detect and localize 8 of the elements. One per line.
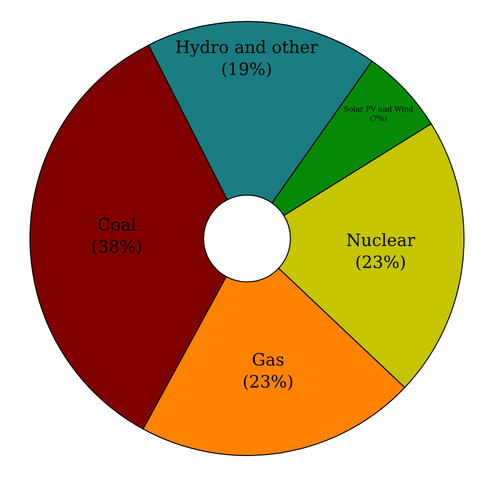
slice-label: Hydro and other bbox=[175, 38, 319, 58]
data-label: (23%) bbox=[242, 372, 294, 393]
data-label: (38%) bbox=[91, 238, 142, 258]
slice-label: Coal bbox=[97, 216, 136, 236]
data-label: (19%) bbox=[221, 60, 272, 80]
slice-label: Nuclear bbox=[346, 230, 416, 251]
slice-label: Gas bbox=[252, 350, 284, 371]
data-label: (23%) bbox=[355, 252, 406, 273]
